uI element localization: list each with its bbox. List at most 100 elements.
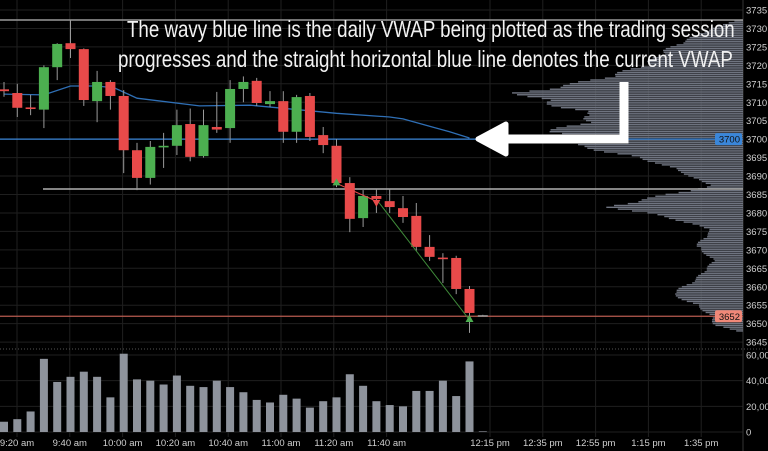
time-tick-label: 1:15 pm xyxy=(631,438,665,449)
candle-body xyxy=(371,195,382,199)
profile-bar xyxy=(703,226,743,229)
profile-bar xyxy=(703,252,743,255)
volume-axis: 60,00 40,00 20,00 0 xyxy=(746,351,768,439)
profile-bar xyxy=(652,57,743,59)
candle-body xyxy=(0,89,9,92)
profile-bar xyxy=(681,298,743,301)
profile-bar xyxy=(723,326,743,328)
profile-bar xyxy=(710,184,743,186)
candle xyxy=(451,255,462,295)
profile-bar xyxy=(694,280,743,282)
volume-bar xyxy=(13,419,22,432)
candle xyxy=(171,109,182,156)
profile-bar xyxy=(647,212,743,214)
profile-bar xyxy=(554,136,743,138)
profile-bar xyxy=(631,154,743,157)
candle xyxy=(225,80,236,143)
volume-bar xyxy=(119,353,128,432)
profile-bar xyxy=(676,291,743,293)
volume-bar xyxy=(133,379,141,432)
profile-bar xyxy=(698,304,743,306)
profile-bar xyxy=(681,285,743,288)
annotation-arrow xyxy=(475,82,629,157)
time-tick-label: 9:40 am xyxy=(53,438,87,449)
price-tick-label: 3665 xyxy=(746,264,767,275)
profile-bar xyxy=(657,213,743,216)
profile-bar xyxy=(709,228,743,231)
profile-bar xyxy=(686,284,743,286)
profile-bar xyxy=(712,27,743,30)
price-tick-label: 3680 xyxy=(746,208,767,219)
profile-bar xyxy=(688,175,743,177)
price-tick-label: 3730 xyxy=(746,24,767,35)
time-tick-label: 11:20 am xyxy=(314,438,353,449)
volume-tick-label: 0 xyxy=(746,428,751,439)
profile-bar xyxy=(712,322,743,325)
time-tick-label: 10:40 am xyxy=(208,438,248,449)
volume-bar xyxy=(146,380,155,432)
volume-bar xyxy=(53,381,62,432)
volume-bar xyxy=(438,380,447,432)
profile-bar xyxy=(560,86,743,89)
time-tick-label: 12:35 pm xyxy=(523,438,563,449)
profile-bar xyxy=(692,302,743,304)
profile-bar xyxy=(566,125,743,127)
candle-body xyxy=(198,125,209,157)
price-axis[interactable]: 3735 3730 3725 3720 3715 3710 3705 3700 3695 3690… xyxy=(715,6,767,349)
candle xyxy=(132,142,142,191)
profile-bar xyxy=(516,94,743,96)
volume-bar xyxy=(412,390,421,432)
time-axis[interactable]: 9:20 am 9:40 am 10:00 am 10:20 am 10:40 am 11… xyxy=(0,438,718,449)
candle-body xyxy=(118,95,129,151)
candle-body xyxy=(65,43,76,50)
profile-bar xyxy=(578,81,743,83)
candle xyxy=(0,81,9,97)
profile-bar xyxy=(648,62,743,65)
profile-bar xyxy=(663,51,743,54)
candle-body xyxy=(92,81,103,102)
profile-bar xyxy=(556,127,743,129)
volume-tick-label: 40,00 xyxy=(746,376,768,387)
profile-bar xyxy=(617,208,743,210)
profile-bar xyxy=(630,68,743,70)
profile-bar xyxy=(680,171,743,173)
profile-bar xyxy=(707,265,743,268)
profile-bar xyxy=(663,49,743,52)
candle xyxy=(25,94,36,116)
volume-bar xyxy=(199,387,208,432)
volume-tick-label: 60,00 xyxy=(746,351,768,362)
profile-bar xyxy=(647,160,743,162)
profile-bar xyxy=(591,121,743,124)
candle xyxy=(65,19,76,58)
volume-bars xyxy=(0,353,487,432)
volume-bar xyxy=(385,405,394,432)
candle xyxy=(12,83,23,118)
candle-body xyxy=(318,135,329,146)
candle-body xyxy=(424,246,435,257)
profile-bar xyxy=(706,186,743,188)
profile-bar xyxy=(655,195,743,197)
volume-bar xyxy=(266,402,274,432)
profile-bar xyxy=(699,306,743,308)
candle xyxy=(398,195,408,223)
profile-bar xyxy=(562,132,743,135)
signal-line xyxy=(336,182,374,201)
profile-bar xyxy=(704,31,743,33)
profile-bar xyxy=(550,99,743,102)
profile-bar xyxy=(683,173,743,175)
candle xyxy=(92,70,103,123)
profile-bar xyxy=(578,143,743,146)
volume-bar xyxy=(305,407,314,432)
profile-bar xyxy=(736,330,743,332)
profile-bar xyxy=(647,197,743,199)
profile-bar xyxy=(549,130,743,133)
profile-bar xyxy=(709,230,743,232)
candle-body xyxy=(25,107,36,110)
candle-body xyxy=(278,101,289,132)
profile-bar xyxy=(698,33,743,35)
profile-bar xyxy=(622,70,743,72)
profile-bar xyxy=(590,79,743,81)
candle-body xyxy=(145,146,156,178)
profile-bar xyxy=(693,177,743,179)
